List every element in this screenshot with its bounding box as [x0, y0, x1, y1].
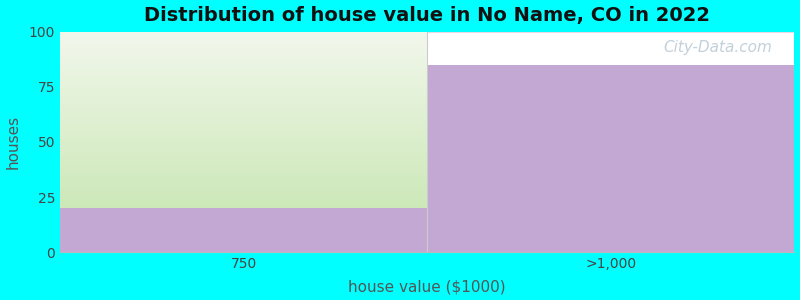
Bar [60, 206, 427, 208]
Bar [60, 126, 427, 129]
Bar [60, 93, 427, 96]
Bar [60, 43, 427, 45]
Bar [60, 118, 427, 120]
Bar [60, 113, 427, 116]
Bar [60, 80, 427, 83]
Bar [60, 122, 427, 124]
Bar [60, 34, 427, 36]
Bar [60, 186, 427, 188]
Bar [60, 188, 427, 190]
Bar [60, 62, 427, 65]
Bar [60, 166, 427, 168]
Bar [60, 142, 427, 144]
Bar [60, 179, 427, 182]
Bar [60, 137, 427, 140]
Bar [60, 148, 427, 151]
Bar [60, 208, 427, 252]
Bar [60, 184, 427, 186]
Bar [60, 76, 427, 78]
Bar [60, 47, 427, 49]
Bar [60, 100, 427, 102]
Bar [60, 78, 427, 80]
Bar [60, 146, 427, 148]
Bar [60, 60, 427, 62]
Bar [60, 168, 427, 171]
Bar [60, 120, 427, 122]
Bar [60, 131, 427, 133]
Bar [60, 32, 427, 34]
Bar [60, 199, 427, 202]
Bar [60, 177, 427, 179]
Bar [60, 175, 427, 177]
Bar [60, 98, 427, 100]
Bar [60, 140, 427, 142]
Y-axis label: houses: houses [6, 115, 21, 169]
Bar [60, 49, 427, 52]
Bar [60, 69, 427, 71]
Bar [60, 172, 427, 175]
Bar [60, 195, 427, 197]
Bar [60, 162, 427, 164]
Title: Distribution of house value in No Name, CO in 2022: Distribution of house value in No Name, … [144, 6, 710, 25]
Bar [60, 45, 427, 47]
Bar [60, 133, 427, 135]
Bar [60, 151, 427, 153]
Bar [60, 190, 427, 193]
Bar [60, 56, 427, 58]
Text: City-Data.com: City-Data.com [663, 40, 773, 56]
Bar [60, 144, 427, 146]
Bar [60, 102, 427, 104]
Bar [60, 159, 427, 162]
X-axis label: house value ($1000): house value ($1000) [349, 279, 506, 294]
Bar [60, 91, 427, 93]
Bar [60, 38, 427, 40]
Bar [60, 36, 427, 38]
Bar [60, 95, 427, 98]
Bar [60, 82, 427, 85]
Bar [60, 64, 427, 67]
Bar [60, 84, 427, 87]
Bar [60, 182, 427, 184]
Bar [60, 74, 427, 76]
Bar [60, 170, 427, 173]
Bar [427, 65, 794, 252]
Bar [60, 157, 427, 160]
Bar [60, 87, 427, 89]
Bar [60, 58, 427, 60]
Bar [60, 104, 427, 107]
Bar [60, 153, 427, 155]
Bar [60, 193, 427, 195]
Bar [60, 115, 427, 118]
Bar [60, 128, 427, 131]
Bar [60, 106, 427, 109]
Bar [60, 53, 427, 56]
Bar [60, 164, 427, 166]
Bar [60, 109, 427, 111]
Bar [60, 203, 427, 206]
Bar [60, 124, 427, 127]
Bar [60, 67, 427, 69]
Bar [60, 40, 427, 43]
Bar [60, 51, 427, 54]
Bar [60, 89, 427, 91]
Bar [60, 111, 427, 113]
Bar [60, 197, 427, 199]
Bar [60, 201, 427, 204]
Bar [60, 71, 427, 74]
Bar [60, 135, 427, 137]
Bar [60, 155, 427, 158]
